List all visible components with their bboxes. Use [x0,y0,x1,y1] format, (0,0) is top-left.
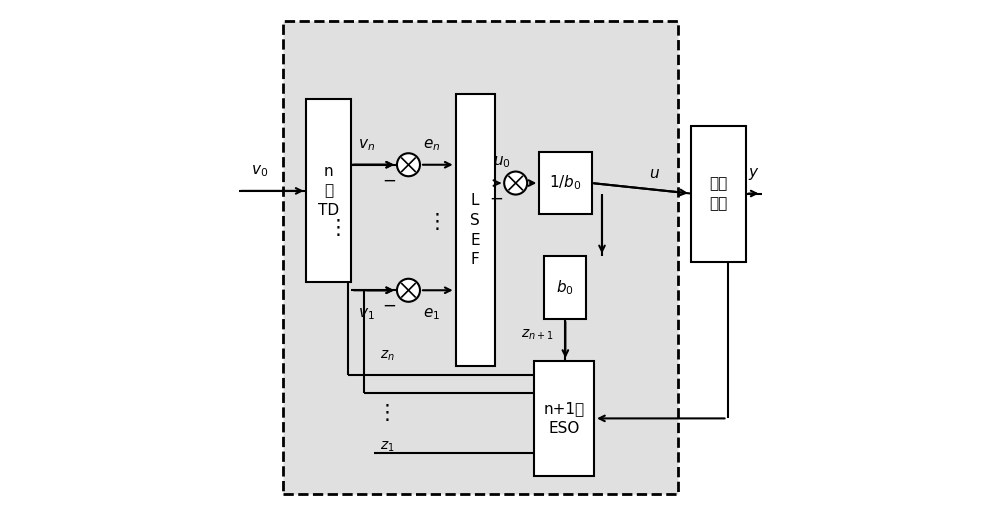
Text: $z_{n+1}$: $z_{n+1}$ [521,327,554,342]
Circle shape [397,153,420,176]
Bar [539,152,592,214]
Text: ⋮: ⋮ [327,218,348,237]
Text: $e_n$: $e_n$ [423,137,441,153]
Text: ⋮: ⋮ [377,403,398,423]
Bar [456,94,495,366]
Text: ⋮: ⋮ [427,212,448,232]
Text: $v_n$: $v_n$ [358,137,375,153]
Text: n
阶
TD: n 阶 TD [318,164,339,218]
Text: 被控
对象: 被控 对象 [709,176,727,211]
Text: $u$: $u$ [649,166,660,181]
Text: $u_0$: $u_0$ [493,154,510,170]
Text: $e_1$: $e_1$ [423,306,441,322]
Bar [534,361,594,476]
Text: $v_1$: $v_1$ [358,306,375,322]
Bar [306,99,351,282]
Bar [691,126,746,262]
Circle shape [397,279,420,302]
Text: −: − [489,190,503,208]
Text: $b_0$: $b_0$ [556,278,574,297]
Circle shape [504,172,527,195]
Text: −: − [382,172,396,189]
Text: $z_n$: $z_n$ [380,348,395,363]
Bar [544,256,586,319]
Text: −: − [382,297,396,315]
Text: $y$: $y$ [748,166,759,181]
Bar [283,21,678,494]
Text: $1/b_0$: $1/b_0$ [549,174,582,192]
Text: $z_1$: $z_1$ [380,440,395,454]
Text: n+1阶
ESO: n+1阶 ESO [544,401,585,436]
Text: $v_0$: $v_0$ [251,163,268,179]
Text: L
S
E
F: L S E F [470,193,480,267]
